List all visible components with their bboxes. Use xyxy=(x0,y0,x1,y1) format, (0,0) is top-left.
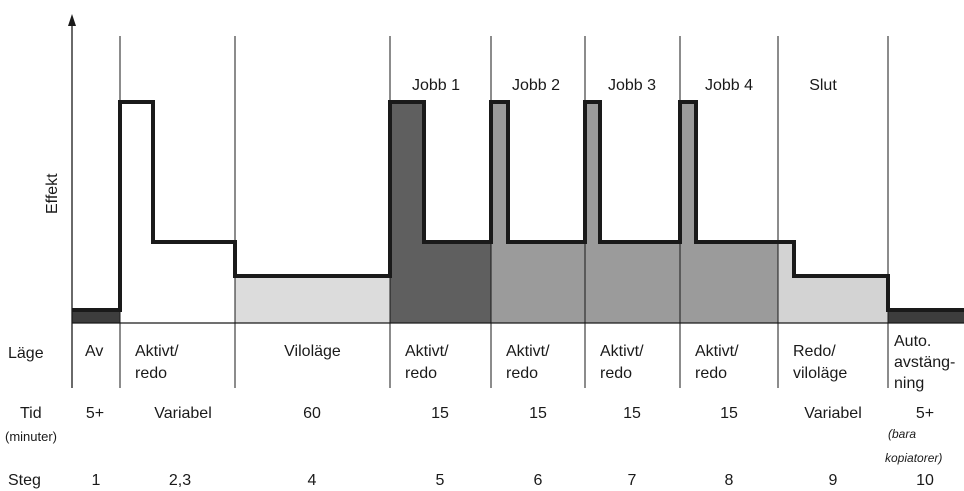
mode-label: Redo/ xyxy=(793,343,836,360)
time-note: kopiatorer) xyxy=(885,451,942,465)
step-value: 5 xyxy=(436,472,445,489)
mode-label: ning xyxy=(894,375,924,392)
phase-label-job4: Jobb 4 xyxy=(705,77,753,94)
mode-columns: Av 5+ 1 Aktivt/redo Variabel 2,3 Viloläge 60 4 Ak… xyxy=(85,333,955,489)
step-value: 4 xyxy=(308,472,317,489)
mode-label: Aktivt/ xyxy=(600,343,644,360)
phase-label-job1: Jobb 1 xyxy=(412,77,460,94)
mode-label: redo xyxy=(600,365,632,382)
time-value: 15 xyxy=(623,405,641,422)
mode-label: redo xyxy=(506,365,538,382)
mode-column: Auto. avstäng-ning 5+(bara kopiatorer) 10 xyxy=(885,333,955,489)
time-value: 15 xyxy=(431,405,449,422)
mode-column: Aktivt/redo Variabel 2,3 xyxy=(135,343,212,489)
mode-label: redo xyxy=(405,365,437,382)
time-note: (bara xyxy=(888,427,916,441)
mode-column: Viloläge 60 4 xyxy=(284,343,341,489)
step-value: 10 xyxy=(916,472,934,489)
mode-column: Av 5+ 1 xyxy=(85,343,104,489)
y-axis-arrowhead xyxy=(68,14,76,26)
step-value: 6 xyxy=(534,472,543,489)
power-level-line xyxy=(72,100,964,312)
time-value: Variabel xyxy=(804,405,862,422)
fill-job1 xyxy=(390,102,491,323)
time-value: 15 xyxy=(720,405,738,422)
mode-label: Aktivt/ xyxy=(695,343,739,360)
fill-sleep xyxy=(235,276,390,323)
step-value: 1 xyxy=(92,472,101,489)
mode-label: viloläge xyxy=(793,365,847,382)
phase-label-job3: Jobb 3 xyxy=(608,77,656,94)
power-line xyxy=(72,100,964,312)
time-value: Variabel xyxy=(154,405,212,422)
step-value: 9 xyxy=(829,472,838,489)
mode-column: Aktivt/redo 15 7 xyxy=(600,343,644,489)
fill-auto-off xyxy=(888,310,964,323)
mode-label: Aktivt/ xyxy=(405,343,449,360)
segment-fills xyxy=(72,102,964,323)
step-value: 7 xyxy=(628,472,637,489)
mode-column: Aktivt/redo 15 5 xyxy=(405,343,449,489)
step-value: 8 xyxy=(725,472,734,489)
row-header-step: Steg xyxy=(8,472,41,489)
mode-label: redo xyxy=(135,365,167,382)
mode-column: Redo/viloläge Variabel 9 xyxy=(793,343,862,489)
mode-label: Av xyxy=(85,343,103,360)
phase-label-job2: Jobb 2 xyxy=(512,77,560,94)
mode-label: avstäng- xyxy=(894,354,955,371)
row-header-mode: Läge xyxy=(8,345,44,362)
fill-job2 xyxy=(491,102,585,323)
mode-label: Auto. xyxy=(894,333,931,350)
axes xyxy=(68,14,964,388)
fill-off xyxy=(72,310,120,323)
row-header-time-unit: (minuter) xyxy=(5,429,57,444)
y-axis-label: Effekt xyxy=(44,173,61,214)
mode-column: Aktivt/redo 15 6 xyxy=(506,343,550,489)
mode-label: Viloläge xyxy=(284,343,341,360)
fill-ready-sleep xyxy=(778,242,888,323)
time-value: 5+ xyxy=(86,405,104,422)
mode-label: Aktivt/ xyxy=(135,343,179,360)
diagram-labels: Effekt Jobb 1 Jobb 2 Jobb 3 Jobb 4 Slut … xyxy=(5,77,837,489)
phase-label-end: Slut xyxy=(809,77,837,94)
mode-label: redo xyxy=(695,365,727,382)
mode-column: Aktivt/redo 15 8 xyxy=(695,343,739,489)
time-value: 60 xyxy=(303,405,321,422)
row-header-time: Tid xyxy=(20,405,42,422)
time-value: 5+ xyxy=(916,405,934,422)
time-value: 15 xyxy=(529,405,547,422)
fill-job4 xyxy=(680,102,778,323)
mode-label: Aktivt/ xyxy=(506,343,550,360)
step-value: 2,3 xyxy=(169,472,191,489)
fill-job3 xyxy=(585,102,680,323)
